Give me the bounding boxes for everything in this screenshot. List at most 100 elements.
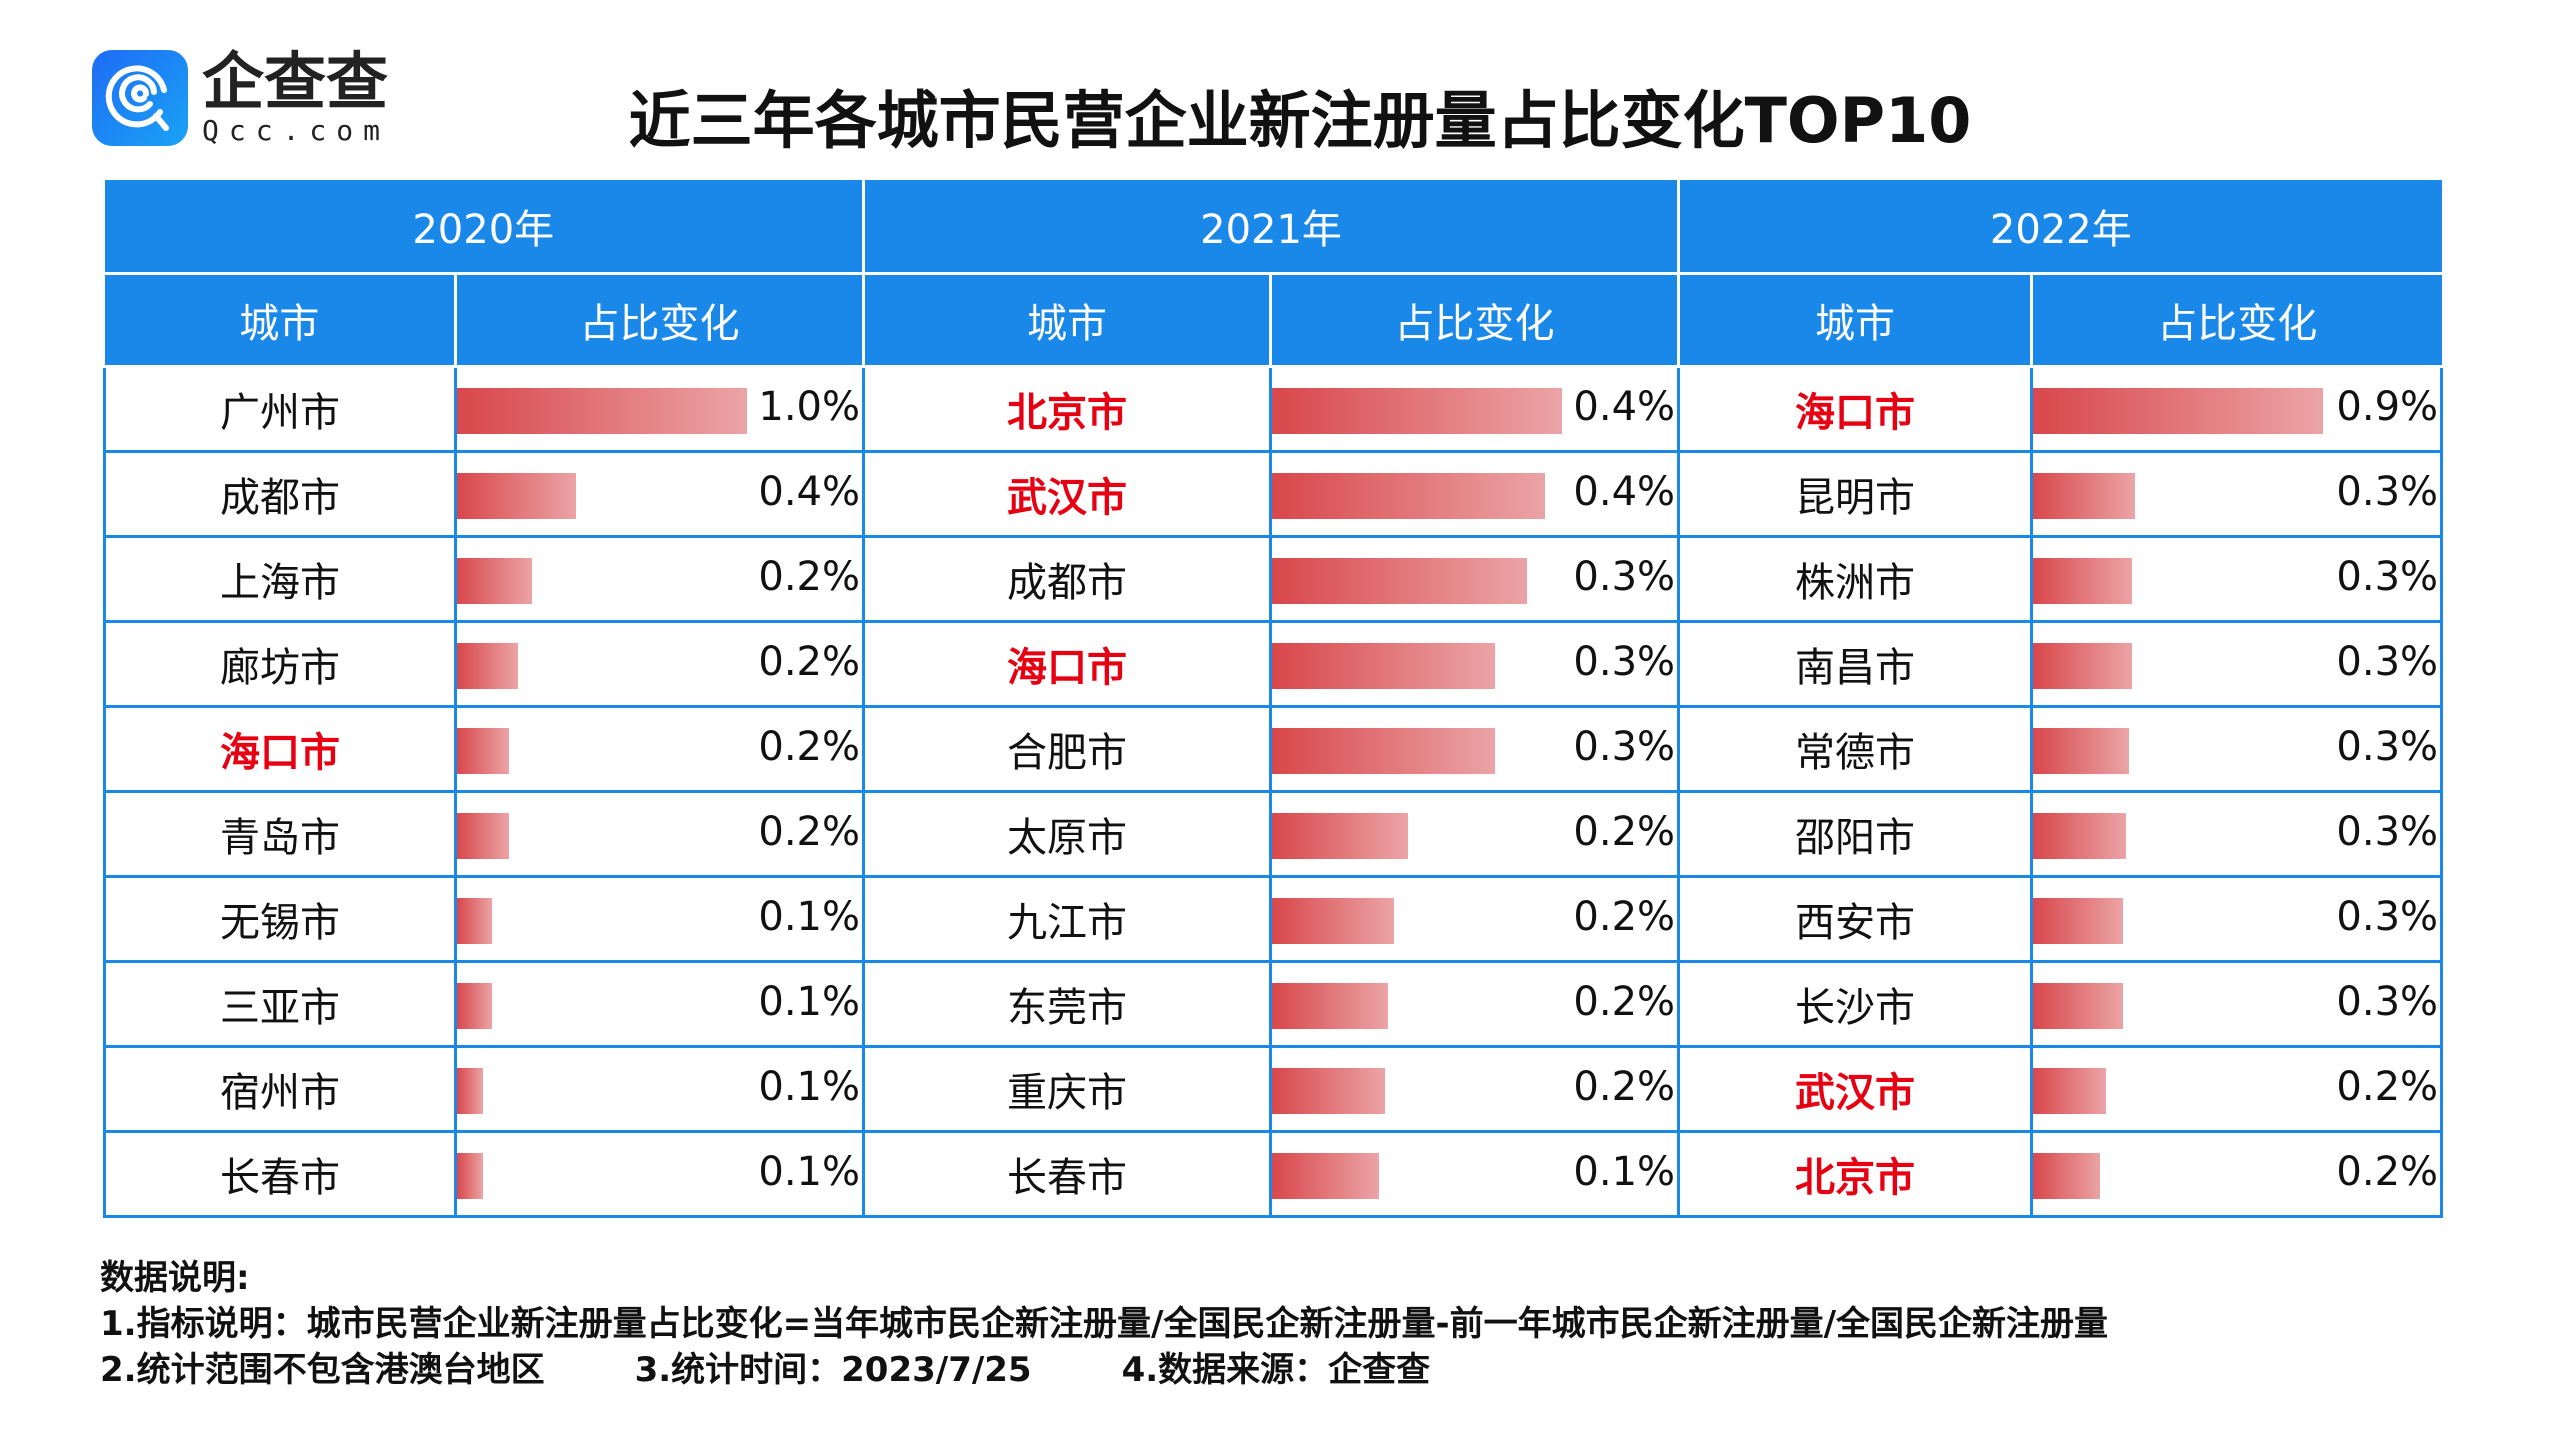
change-cell: 0.2% bbox=[1269, 959, 1681, 1048]
notes-definition: 1.指标说明：城市民营企业新注册量占比变化=当年城市民企新注册量/全国民企新注册… bbox=[100, 1304, 2109, 1344]
change-bar bbox=[1272, 812, 1409, 859]
change-bar bbox=[1272, 472, 1545, 519]
change-cell: 0.3% bbox=[2030, 449, 2444, 538]
change-bar bbox=[2033, 1152, 2100, 1199]
city-cell: 重庆市 bbox=[862, 1044, 1273, 1133]
notes-scope: 2.统计范围不包含港澳台地区 bbox=[100, 1350, 545, 1390]
change-bar bbox=[2033, 642, 2132, 689]
change-cell: 0.3% bbox=[2030, 704, 2444, 793]
change-cell: 0.2% bbox=[2030, 1129, 2444, 1218]
city-cell: 宿州市 bbox=[103, 1044, 457, 1133]
change-cell: 0.3% bbox=[2030, 874, 2444, 963]
change-column-header: 占比变化 bbox=[453, 271, 866, 368]
change-value: 0.3% bbox=[2336, 808, 2439, 855]
change-bar bbox=[2033, 1067, 2106, 1114]
change-cell: 0.4% bbox=[453, 449, 866, 538]
change-value: 0.1% bbox=[1573, 1148, 1676, 1195]
city-cell: 北京市 bbox=[862, 364, 1273, 453]
city-cell: 长春市 bbox=[862, 1129, 1273, 1218]
change-bar bbox=[457, 897, 492, 944]
change-bar bbox=[457, 1152, 484, 1199]
change-cell: 0.2% bbox=[453, 534, 866, 623]
city-cell: 上海市 bbox=[103, 534, 457, 623]
change-cell: 0.2% bbox=[453, 704, 866, 793]
change-column-header: 占比变化 bbox=[1269, 271, 1681, 368]
city-cell: 成都市 bbox=[103, 449, 457, 538]
logo-text: 企查查 bbox=[202, 45, 389, 118]
city-cell: 东莞市 bbox=[862, 959, 1273, 1048]
city-cell: 海口市 bbox=[862, 619, 1273, 708]
change-cell: 0.2% bbox=[1269, 1044, 1681, 1133]
change-value: 0.9% bbox=[2336, 383, 2439, 430]
city-cell: 广州市 bbox=[103, 364, 457, 453]
table-row: 上海市 0.2% 成都市 0.3% 株洲市 0.3% bbox=[103, 534, 2444, 623]
city-cell: 海口市 bbox=[1677, 364, 2034, 453]
city-cell: 武汉市 bbox=[1677, 1044, 2034, 1133]
change-value: 0.1% bbox=[758, 978, 861, 1025]
change-value: 0.2% bbox=[1573, 1063, 1676, 1110]
change-value: 0.3% bbox=[1573, 638, 1676, 685]
table-row: 无锡市 0.1% 九江市 0.2% 西安市 0.3% bbox=[103, 874, 2444, 963]
change-value: 0.3% bbox=[2336, 553, 2439, 600]
table-row: 青岛市 0.2% 太原市 0.2% 邵阳市 0.3% bbox=[103, 789, 2444, 878]
city-cell: 长沙市 bbox=[1677, 959, 2034, 1048]
city-cell: 青岛市 bbox=[103, 789, 457, 878]
data-notes: 数据说明: 1.指标说明：城市民营企业新注册量占比变化=当年城市民企新注册量/全… bbox=[100, 1255, 2108, 1393]
change-bar bbox=[1272, 642, 1496, 689]
table-row: 三亚市 0.1% 东莞市 0.2% 长沙市 0.3% bbox=[103, 959, 2444, 1048]
change-bar bbox=[457, 642, 518, 689]
change-value: 0.3% bbox=[1573, 553, 1676, 600]
change-cell: 0.3% bbox=[2030, 789, 2444, 878]
city-cell: 太原市 bbox=[862, 789, 1273, 878]
change-column-header: 占比变化 bbox=[2030, 271, 2442, 368]
city-cell: 长春市 bbox=[103, 1129, 457, 1218]
change-bar bbox=[457, 472, 576, 519]
change-bar bbox=[1272, 897, 1394, 944]
change-bar bbox=[2033, 557, 2132, 604]
change-cell: 0.4% bbox=[1269, 449, 1681, 538]
change-bar bbox=[457, 982, 492, 1029]
city-cell: 西安市 bbox=[1677, 874, 2034, 963]
city-column-header: 城市 bbox=[862, 271, 1273, 368]
change-cell: 0.3% bbox=[1269, 534, 1681, 623]
change-value: 0.2% bbox=[1573, 808, 1676, 855]
change-cell: 0.2% bbox=[1269, 874, 1681, 963]
change-cell: 0.3% bbox=[2030, 534, 2444, 623]
notes-time: 3.统计时间：2023/7/25 bbox=[634, 1350, 1032, 1390]
change-value: 0.2% bbox=[2336, 1063, 2439, 1110]
change-value: 0.4% bbox=[1573, 468, 1676, 515]
change-cell: 0.2% bbox=[453, 789, 866, 878]
table-row: 廊坊市 0.2% 海口市 0.3% 南昌市 0.3% bbox=[103, 619, 2444, 708]
change-value: 0.2% bbox=[758, 553, 861, 600]
city-cell: 海口市 bbox=[103, 704, 457, 793]
change-bar bbox=[457, 1067, 484, 1114]
change-value: 0.2% bbox=[1573, 978, 1676, 1025]
year-header: 2020年 bbox=[104, 180, 866, 275]
change-value: 0.3% bbox=[2336, 978, 2439, 1025]
change-bar bbox=[2033, 982, 2123, 1029]
change-cell: 0.3% bbox=[1269, 704, 1681, 793]
change-bar bbox=[2033, 387, 2324, 434]
change-cell: 0.3% bbox=[2030, 619, 2444, 708]
change-bar bbox=[2033, 812, 2126, 859]
year-header: 2022年 bbox=[1677, 180, 2442, 275]
change-cell: 0.4% bbox=[1269, 364, 1681, 453]
table-row: 宿州市 0.1% 重庆市 0.2% 武汉市 0.2% bbox=[103, 1044, 2444, 1133]
city-cell: 三亚市 bbox=[103, 959, 457, 1048]
change-value: 0.2% bbox=[758, 808, 861, 855]
change-cell: 0.1% bbox=[453, 1129, 866, 1218]
table-row: 成都市 0.4% 武汉市 0.4% 昆明市 0.3% bbox=[103, 449, 2444, 538]
change-value: 0.2% bbox=[1573, 893, 1676, 940]
change-bar bbox=[2033, 472, 2135, 519]
change-value: 0.1% bbox=[758, 1063, 861, 1110]
change-cell: 0.1% bbox=[453, 959, 866, 1048]
city-cell: 无锡市 bbox=[103, 874, 457, 963]
page-title: 近三年各城市民营企业新注册量占比变化TOP10 bbox=[628, 84, 1972, 157]
change-cell: 0.3% bbox=[1269, 619, 1681, 708]
city-cell: 邵阳市 bbox=[1677, 789, 2034, 878]
city-cell: 昆明市 bbox=[1677, 449, 2034, 538]
change-value: 0.3% bbox=[2336, 893, 2439, 940]
notes-heading: 数据说明: bbox=[100, 1258, 250, 1298]
city-column-header: 城市 bbox=[104, 271, 457, 368]
qcc-logo-icon bbox=[92, 50, 188, 146]
